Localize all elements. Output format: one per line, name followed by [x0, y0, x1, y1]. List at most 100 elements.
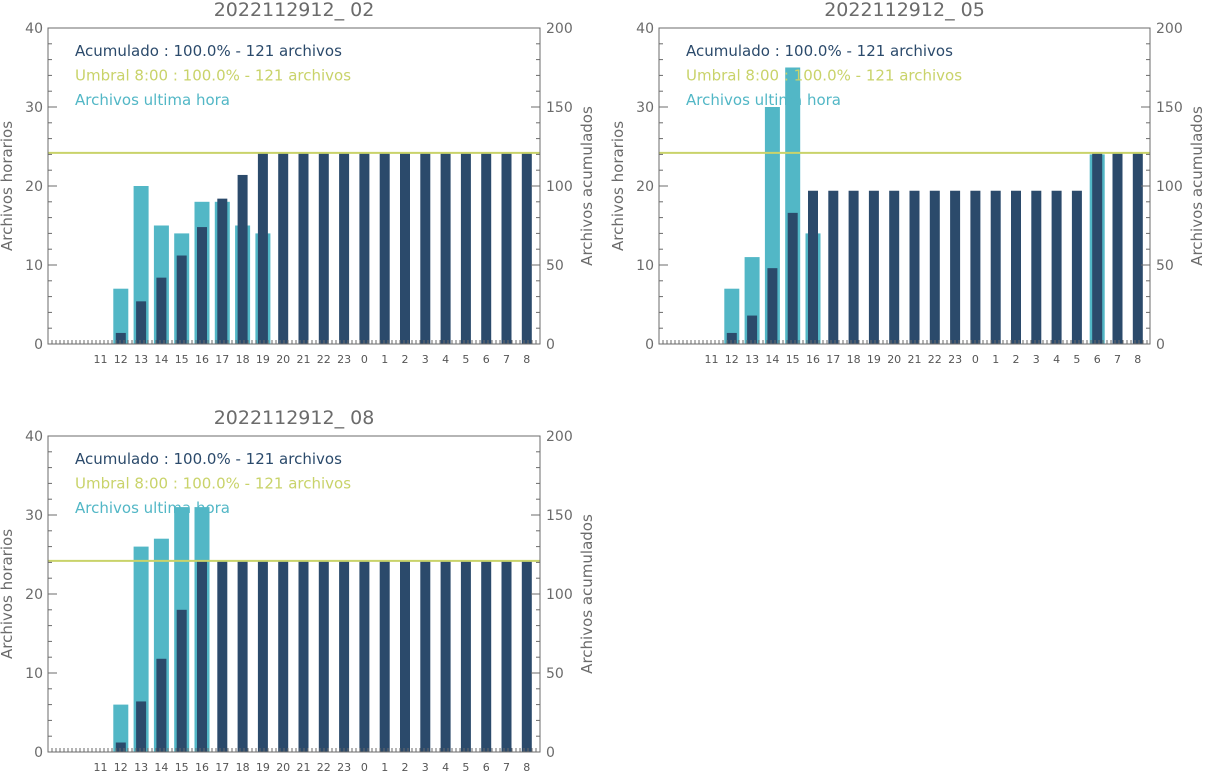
ytick-right-label: 0: [546, 745, 555, 761]
ytick-right-label: 0: [1156, 337, 1165, 353]
xtick-label-1: 1: [381, 761, 388, 771]
y-axis-label-left: Archivos horarios: [609, 121, 627, 251]
xtick-label-11: 11: [94, 353, 108, 366]
xtick-label-18: 18: [847, 353, 861, 366]
bar-acumulado-1: [990, 190, 1001, 344]
bar-acumulado-6: [481, 152, 492, 344]
ytick-left-label: 10: [25, 666, 43, 682]
xtick-label-11: 11: [94, 761, 108, 771]
bar-acumulado-7: [1112, 152, 1123, 344]
xtick-label-13: 13: [745, 353, 759, 366]
legend-item-2: Umbral 8:00 : 100.0% - 121 archivos: [75, 67, 351, 85]
ytick-right-label: 100: [546, 179, 573, 195]
bar-acumulado-3: [420, 560, 431, 752]
xtick-label-0: 0: [361, 353, 368, 366]
xtick-label-21: 21: [297, 761, 311, 771]
xtick-label-6: 6: [483, 761, 490, 771]
xtick-label-5: 5: [462, 353, 469, 366]
xtick-label-19: 19: [256, 353, 270, 366]
xtick-label-20: 20: [887, 353, 901, 366]
ytick-left-label: 40: [25, 21, 43, 37]
bar-acumulado-13: [136, 701, 147, 752]
xtick-label-16: 16: [195, 353, 209, 366]
ytick-left-label: 0: [34, 745, 43, 761]
ytick-right-label: 50: [546, 666, 564, 682]
bar-acumulado-7: [501, 560, 512, 752]
bar-acumulado-18: [237, 560, 248, 752]
xtick-label-2: 2: [402, 761, 409, 771]
legend-item-2: Umbral 8:00 : 100.0% - 121 archivos: [686, 67, 962, 85]
bar-hora-12: [113, 288, 129, 344]
xtick-label-14: 14: [765, 353, 779, 366]
xtick-label-0: 0: [972, 353, 979, 366]
xtick-label-0: 0: [361, 761, 368, 771]
bar-acumulado-16: [197, 560, 207, 752]
bar-acumulado-13: [747, 315, 758, 344]
ytick-left-label: 20: [25, 587, 43, 603]
y-axis-label-right: Archivos acumulados: [1188, 106, 1206, 266]
bar-acumulado-17: [828, 190, 839, 344]
legend-item-3: Archivos ultima hora: [75, 91, 230, 109]
ytick-right-label: 100: [546, 587, 573, 603]
bar-acumulado-1: [379, 152, 390, 344]
bar-acumulado-3: [1031, 190, 1042, 344]
bar-acumulado-14: [156, 658, 167, 752]
xtick-label-23: 23: [337, 353, 351, 366]
legend-item-1: Acumulado : 100.0% - 121 archivos: [686, 42, 953, 60]
xtick-label-2: 2: [1013, 353, 1020, 366]
bar-hora-13: [133, 546, 149, 752]
chart-title: 2022112912_ 05: [824, 0, 985, 21]
bar-acumulado-6: [481, 560, 492, 752]
xtick-label-15: 15: [175, 761, 189, 771]
xtick-label-18: 18: [236, 761, 250, 771]
bar-hora-12: [724, 288, 740, 344]
ytick-right-label: 100: [1156, 179, 1183, 195]
bar-acumulado-2: [400, 152, 410, 344]
bar-acumulado-23: [339, 152, 350, 344]
xtick-label-15: 15: [175, 353, 189, 366]
xtick-label-3: 3: [422, 353, 429, 366]
ytick-right-label: 200: [546, 429, 573, 445]
xtick-label-20: 20: [276, 761, 290, 771]
ytick-left-label: 10: [636, 258, 654, 274]
bar-acumulado-16: [808, 190, 818, 344]
ytick-left-label: 40: [25, 429, 43, 445]
bar-hora-12: [113, 704, 129, 752]
legend-item-1: Acumulado : 100.0% - 121 archivos: [75, 42, 342, 60]
xtick-label-17: 17: [215, 353, 229, 366]
bar-acumulado-17: [217, 560, 228, 752]
bar-acumulado-12: [115, 332, 126, 344]
xtick-label-4: 4: [1053, 353, 1060, 366]
bar-acumulado-8: [1132, 152, 1143, 344]
xtick-label-7: 7: [1114, 353, 1121, 366]
legend-item-3: Archivos ultima hora: [75, 499, 230, 517]
xtick-label-8: 8: [1134, 353, 1141, 366]
bar-acumulado-8: [521, 152, 532, 344]
bar-acumulado-13: [136, 301, 147, 344]
bar-acumulado-4: [1051, 190, 1062, 344]
bar-acumulado-7: [501, 152, 512, 344]
xtick-label-5: 5: [462, 761, 469, 771]
bar-acumulado-0: [359, 152, 370, 344]
ytick-left-label: 20: [25, 179, 43, 195]
y-axis-label-left: Archivos horarios: [0, 121, 16, 251]
bar-acumulado-1: [379, 560, 390, 752]
xtick-label-2: 2: [402, 353, 409, 366]
bar-acumulado-12: [115, 742, 126, 752]
ytick-left-label: 0: [34, 337, 43, 353]
bar-acumulado-18: [848, 190, 859, 344]
xtick-label-4: 4: [442, 353, 449, 366]
bar-acumulado-21: [909, 190, 920, 344]
xtick-label-23: 23: [337, 761, 351, 771]
bar-acumulado-17: [217, 198, 228, 344]
xtick-label-15: 15: [786, 353, 800, 366]
xtick-label-3: 3: [422, 761, 429, 771]
bar-acumulado-5: [460, 560, 471, 752]
xtick-label-13: 13: [134, 761, 148, 771]
bar-acumulado-22: [318, 152, 329, 344]
ytick-right-label: 150: [1156, 100, 1183, 116]
legend-item-1: Acumulado : 100.0% - 121 archivos: [75, 450, 342, 468]
